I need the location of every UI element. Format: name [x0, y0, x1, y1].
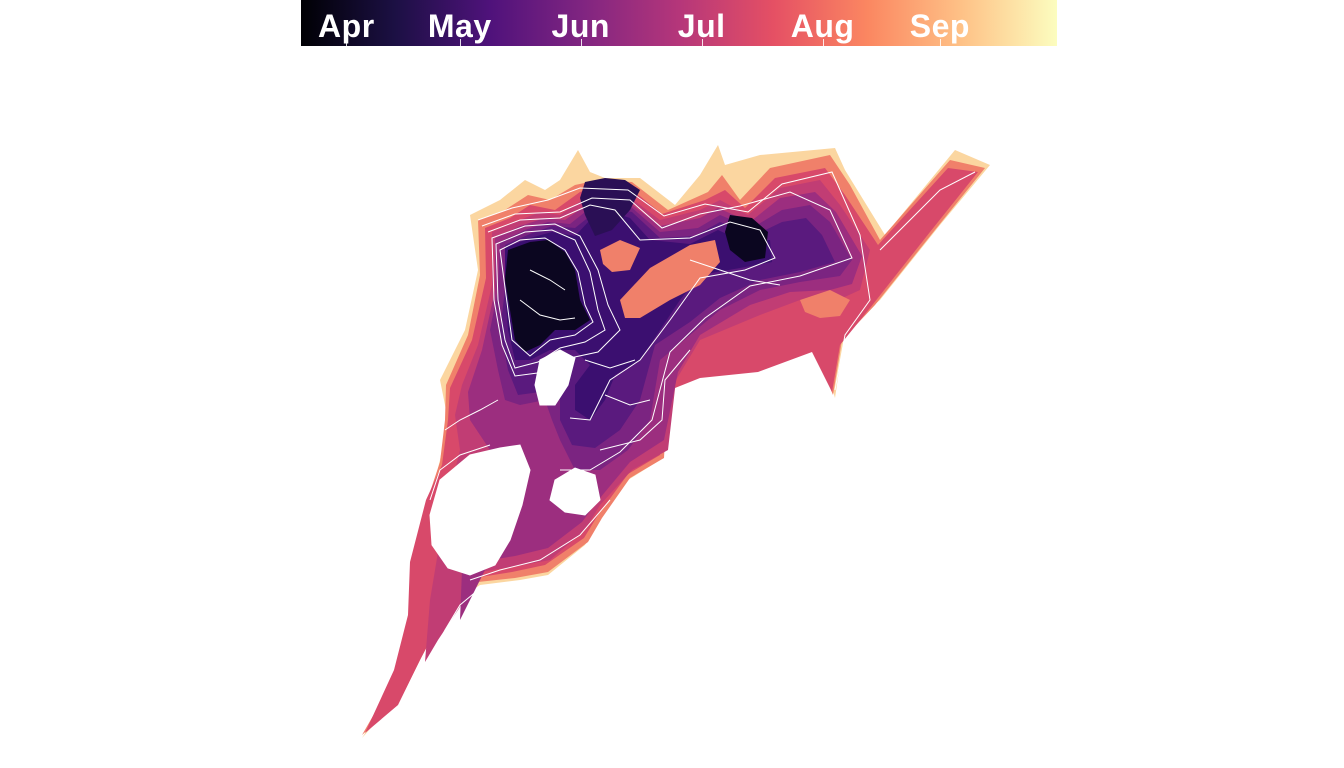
water-body-map: [362, 145, 990, 738]
month-tick: [459, 39, 461, 46]
contour-lines: [429, 171, 976, 661]
contour-line: [519, 299, 576, 321]
region-earliest-east: [725, 215, 768, 262]
land-island-south: [429, 444, 531, 576]
contour-line: [599, 349, 691, 451]
contour-line: [604, 394, 651, 406]
contour-line: [499, 237, 594, 357]
contour-line: [584, 359, 636, 369]
contour-line: [429, 589, 479, 661]
month-label-aug: Aug: [790, 8, 855, 44]
region-earliest-north: [580, 178, 640, 236]
region-aug-east-patch: [800, 290, 850, 318]
contour-line: [495, 229, 606, 369]
contour-line: [444, 399, 499, 431]
contour-line: [491, 223, 621, 377]
contour-line: [469, 499, 611, 581]
month-label-apr: Apr: [318, 8, 375, 44]
month-tick: [701, 39, 703, 46]
month-label-jun: Jun: [551, 8, 610, 44]
contour-line: [529, 269, 566, 291]
contour-line: [477, 171, 871, 391]
contour-line: [487, 204, 776, 421]
contour-line: [689, 259, 781, 286]
land-island-north: [534, 349, 576, 406]
month-label-may: May: [427, 8, 492, 44]
month-tick: [939, 39, 941, 46]
contour-line: [429, 444, 491, 501]
month-tick: [346, 39, 348, 46]
colorbar-gradient: [301, 0, 1057, 46]
month-tick: [822, 39, 824, 46]
contour-line: [879, 171, 976, 251]
region-earliest: [505, 240, 590, 352]
month-label-jul: Jul: [677, 8, 726, 44]
contour-line: [481, 191, 853, 471]
date-colorbar-legend: Apr May Jun Jul Aug Sep: [301, 0, 1057, 46]
month-tick: [580, 39, 582, 46]
land-island-mid: [549, 467, 601, 516]
month-label-sep: Sep: [909, 8, 970, 44]
region-aug-patch: [600, 240, 640, 272]
region-aug-island: [620, 240, 720, 318]
